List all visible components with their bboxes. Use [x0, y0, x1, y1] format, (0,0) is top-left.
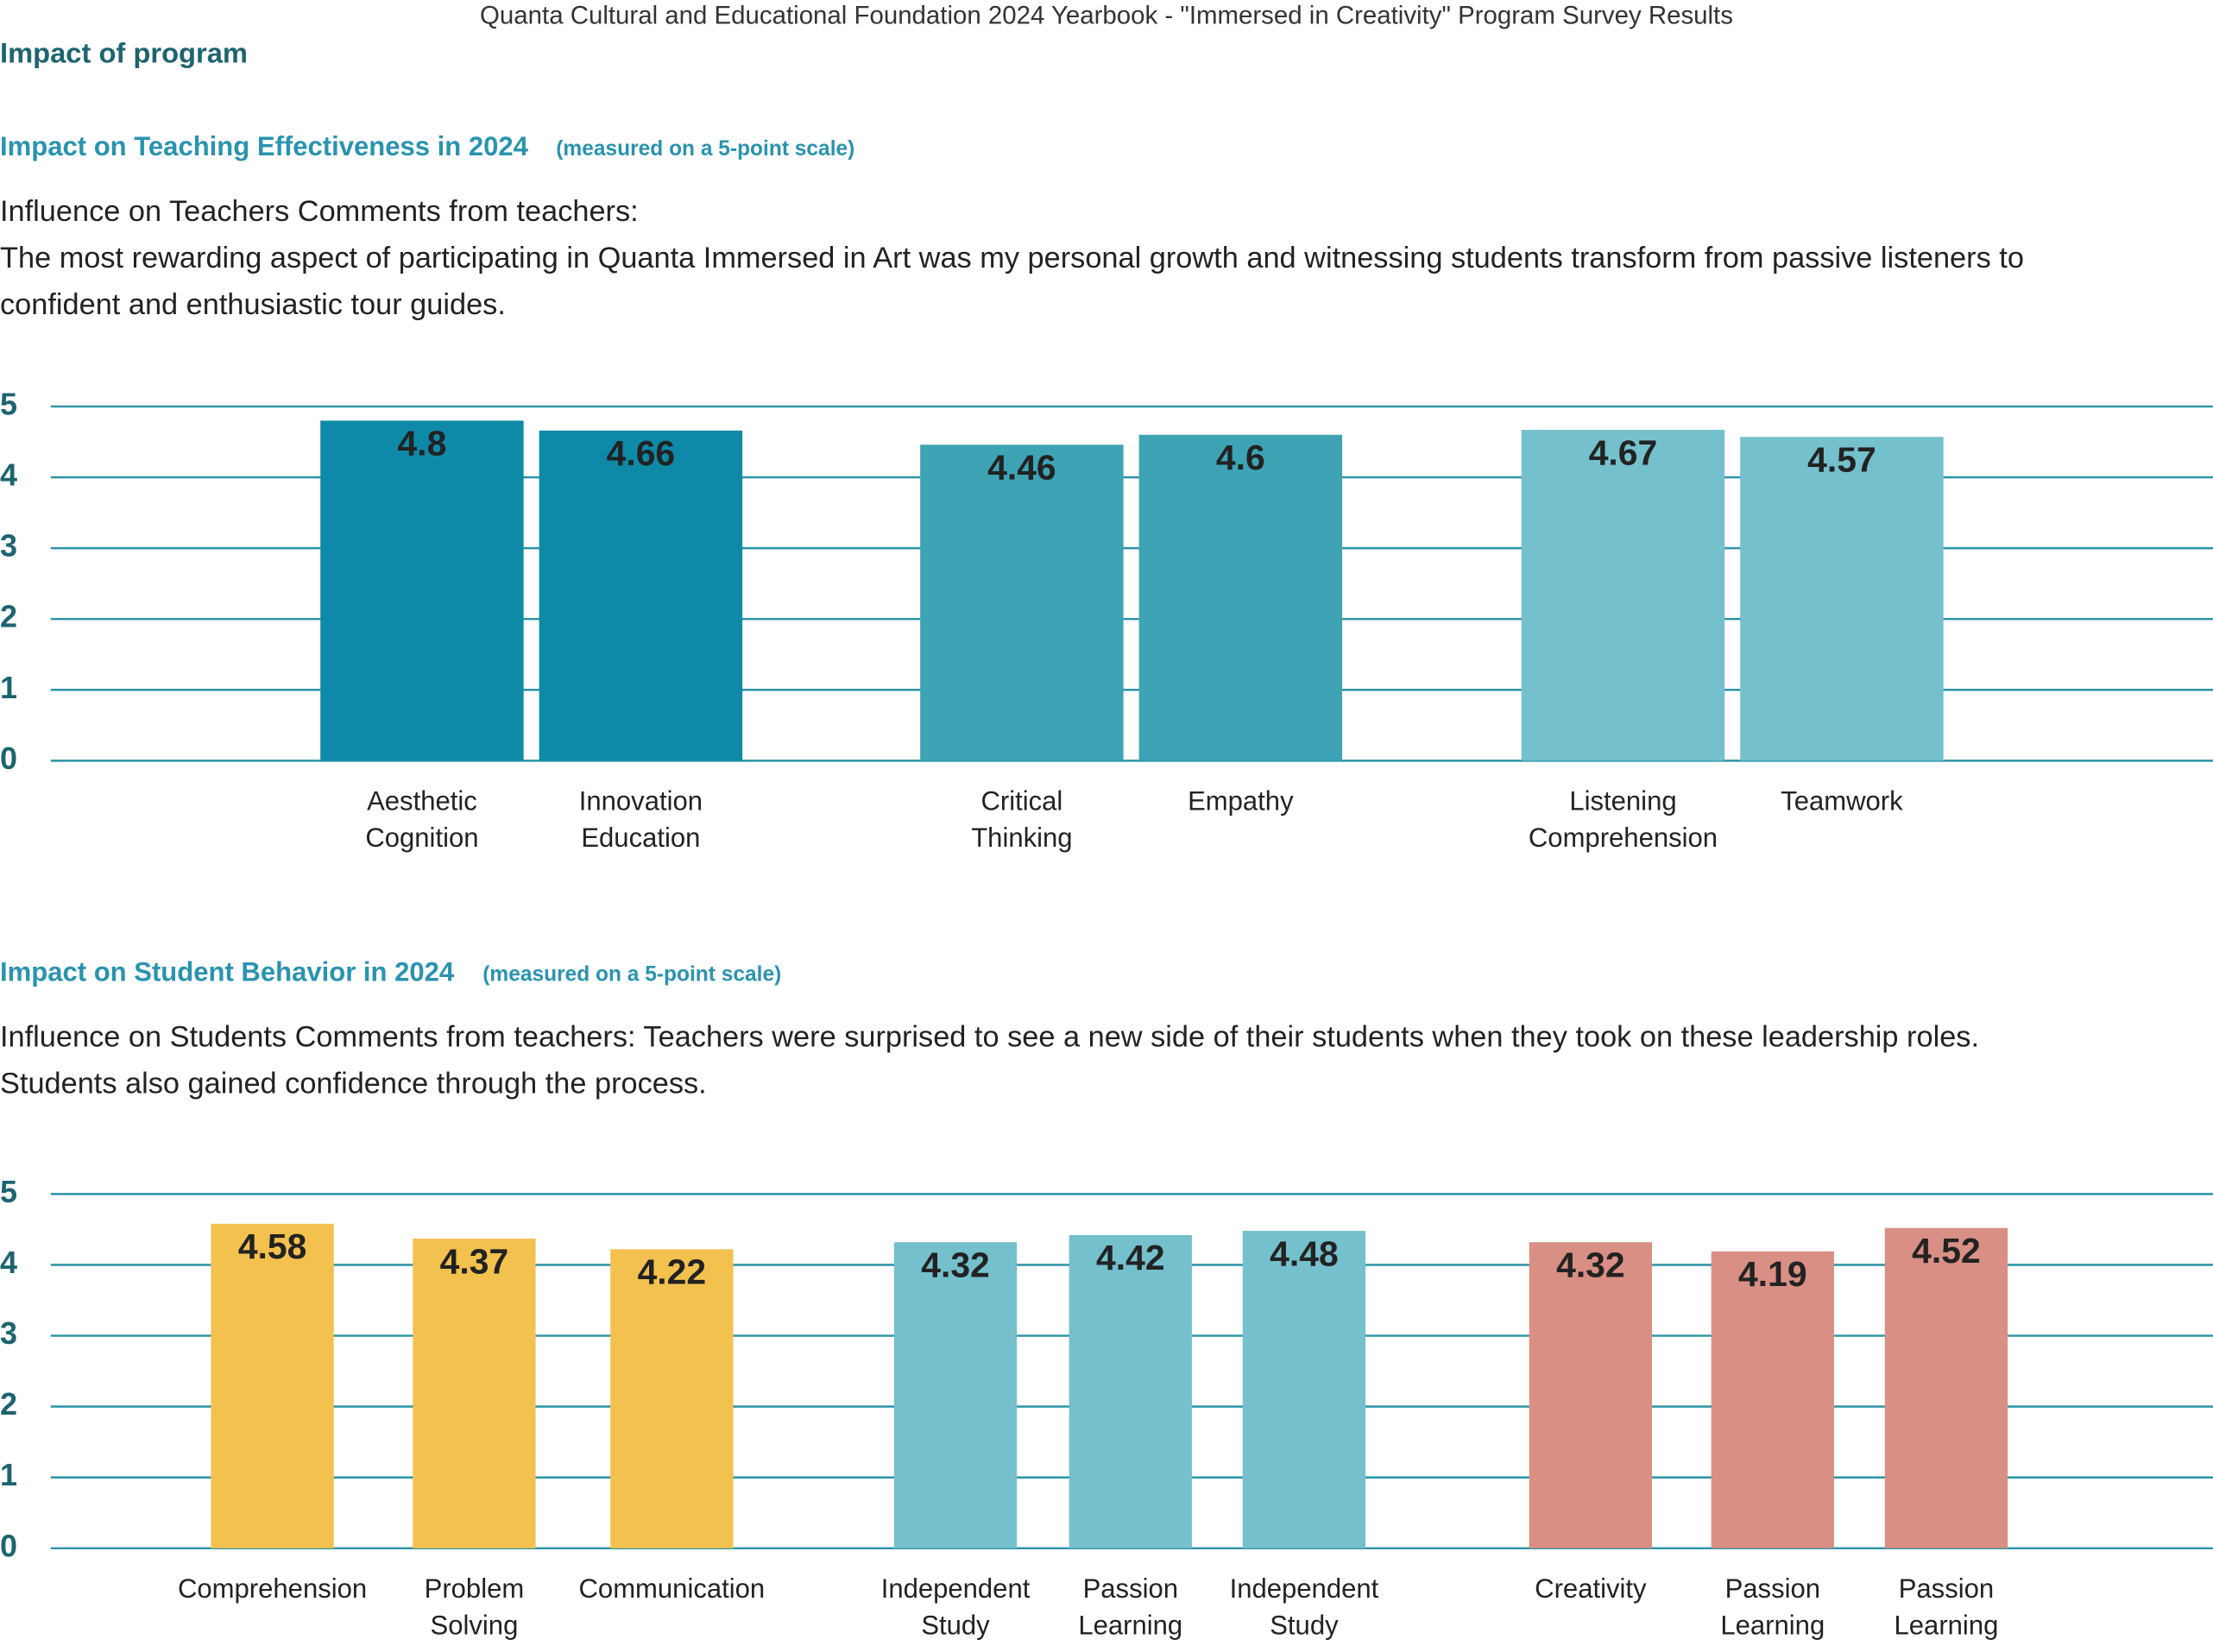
bar — [1069, 1234, 1192, 1548]
value-label: 4.58 — [238, 1226, 307, 1266]
chart-subtitle: (measured on a 5-point scale) — [556, 137, 854, 161]
x-tick-label: Passion Learning — [1720, 1573, 1825, 1641]
y-tick-label: 2 — [0, 1386, 17, 1422]
x-tick-label: Independent Study — [881, 1573, 1031, 1641]
value-label: 4.6 — [1216, 438, 1265, 477]
bar — [1529, 1242, 1653, 1548]
bar — [1740, 437, 1944, 761]
y-tick-label: 2 — [0, 599, 17, 634]
bar — [610, 1249, 734, 1548]
comment-line: confident and enthusiastic tour guides. — [0, 288, 506, 321]
value-label: 4.42 — [1096, 1238, 1165, 1277]
x-tick-label: Critical Thinking — [971, 786, 1072, 854]
bar — [1242, 1231, 1366, 1548]
value-label: 4.8 — [398, 424, 447, 463]
x-tick-label: Teamwork — [1781, 786, 1903, 817]
comment-line: Influence on Students Comments from teac… — [0, 1021, 1979, 1054]
comment-line: Students also gained confidence through … — [0, 1068, 707, 1100]
y-tick-label: 0 — [0, 1528, 17, 1563]
comment-line: The most rewarding aspect of participati… — [0, 242, 2024, 274]
bar — [1884, 1227, 2008, 1548]
value-label: 4.37 — [440, 1241, 509, 1281]
y-tick-label: 4 — [0, 1245, 17, 1280]
chart-subtitle: (measured on a 5-point scale) — [482, 962, 781, 986]
x-tick-label: Creativity — [1535, 1573, 1647, 1604]
bar — [1711, 1251, 1834, 1548]
x-tick-label: Problem Solving — [425, 1573, 525, 1641]
page-title: Quanta Cultural and Educational Foundati… — [480, 1, 1733, 29]
bar — [413, 1239, 536, 1548]
comment-line: Influence on Teachers Comments from teac… — [0, 195, 639, 228]
bar — [893, 1242, 1018, 1548]
chart-title: Impact on Student Behavior in 2024 — [0, 956, 455, 987]
bar — [920, 445, 1124, 761]
value-label: 4.22 — [638, 1252, 707, 1292]
value-label: 4.57 — [1807, 439, 1876, 479]
value-label: 4.46 — [987, 447, 1056, 487]
y-tick-label: 1 — [0, 670, 17, 705]
bar — [1138, 434, 1343, 761]
y-tick-label: 5 — [0, 386, 17, 421]
x-tick-label: Communication — [579, 1573, 766, 1604]
y-tick-label: 4 — [0, 457, 17, 493]
y-tick-label: 0 — [0, 741, 17, 776]
x-tick-label: Empathy — [1188, 786, 1294, 817]
bar — [1521, 430, 1725, 761]
x-tick-label: Innovation Education — [579, 786, 703, 854]
bar — [539, 430, 743, 761]
x-tick-label: Aesthetic Cognition — [365, 786, 478, 854]
y-tick-label: 1 — [0, 1457, 17, 1492]
value-label: 4.52 — [1912, 1231, 1981, 1271]
chart-title: Impact on Teaching Effectiveness in 2024 — [0, 131, 529, 161]
value-label: 4.32 — [1556, 1245, 1625, 1284]
x-tick-label: Listening Comprehension — [1529, 786, 1718, 854]
x-tick-label: Independent Study — [1230, 1573, 1379, 1641]
x-tick-label: Passion Learning — [1078, 1573, 1182, 1641]
y-tick-label: 5 — [0, 1174, 17, 1209]
section-title: Impact of program — [0, 36, 248, 68]
value-label: 4.19 — [1738, 1254, 1807, 1294]
x-tick-label: Comprehension — [178, 1573, 367, 1604]
value-label: 4.48 — [1270, 1233, 1339, 1273]
value-label: 4.66 — [607, 433, 676, 473]
value-label: 4.67 — [1589, 432, 1658, 472]
value-label: 4.32 — [921, 1245, 990, 1284]
y-tick-label: 3 — [0, 528, 17, 564]
bar — [211, 1223, 334, 1548]
bar — [320, 420, 524, 761]
x-tick-label: Passion Learning — [1895, 1573, 1999, 1641]
y-tick-label: 3 — [0, 1315, 17, 1351]
